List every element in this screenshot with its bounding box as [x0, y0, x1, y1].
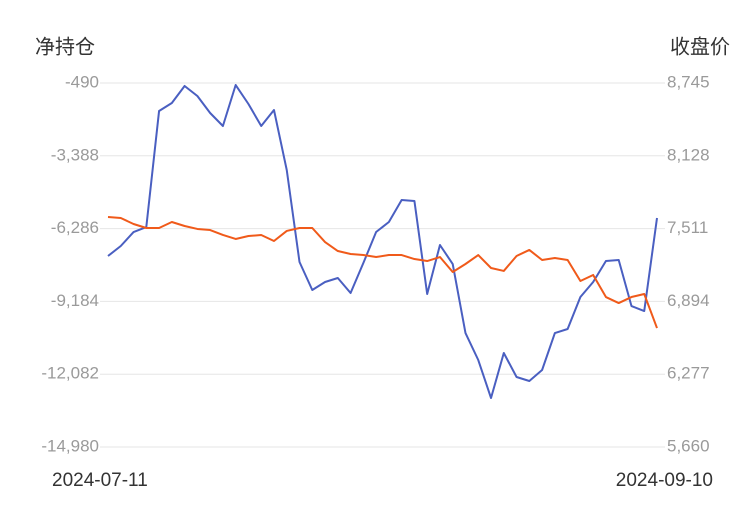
y2-tick-label: 6,894	[667, 291, 710, 310]
series-line	[107, 84, 658, 400]
y-tick-label: -3,388	[51, 145, 99, 164]
y-tick-label: -9,184	[51, 291, 99, 310]
y2-axis-title: 收盘价	[670, 35, 730, 58]
y-tick-label: -490	[65, 72, 99, 91]
x-tick-label: 2024-07-11	[52, 470, 148, 491]
y2-tick-label: 7,511	[667, 218, 708, 237]
x-tick-label: 2024-09-10	[616, 470, 713, 491]
y-tick-label: -12,082	[41, 364, 99, 383]
y-axis-title: 净持仓	[35, 35, 95, 58]
y2-tick-label: 6,277	[667, 364, 710, 383]
y-tick-label: -6,286	[51, 218, 99, 237]
y-tick-label: -14,980	[41, 436, 99, 455]
y2-tick-label: 5,660	[667, 436, 710, 455]
y2-tick-label: 8,745	[667, 72, 710, 91]
y2-tick-label: 8,128	[667, 145, 710, 164]
series-line	[107, 216, 658, 329]
